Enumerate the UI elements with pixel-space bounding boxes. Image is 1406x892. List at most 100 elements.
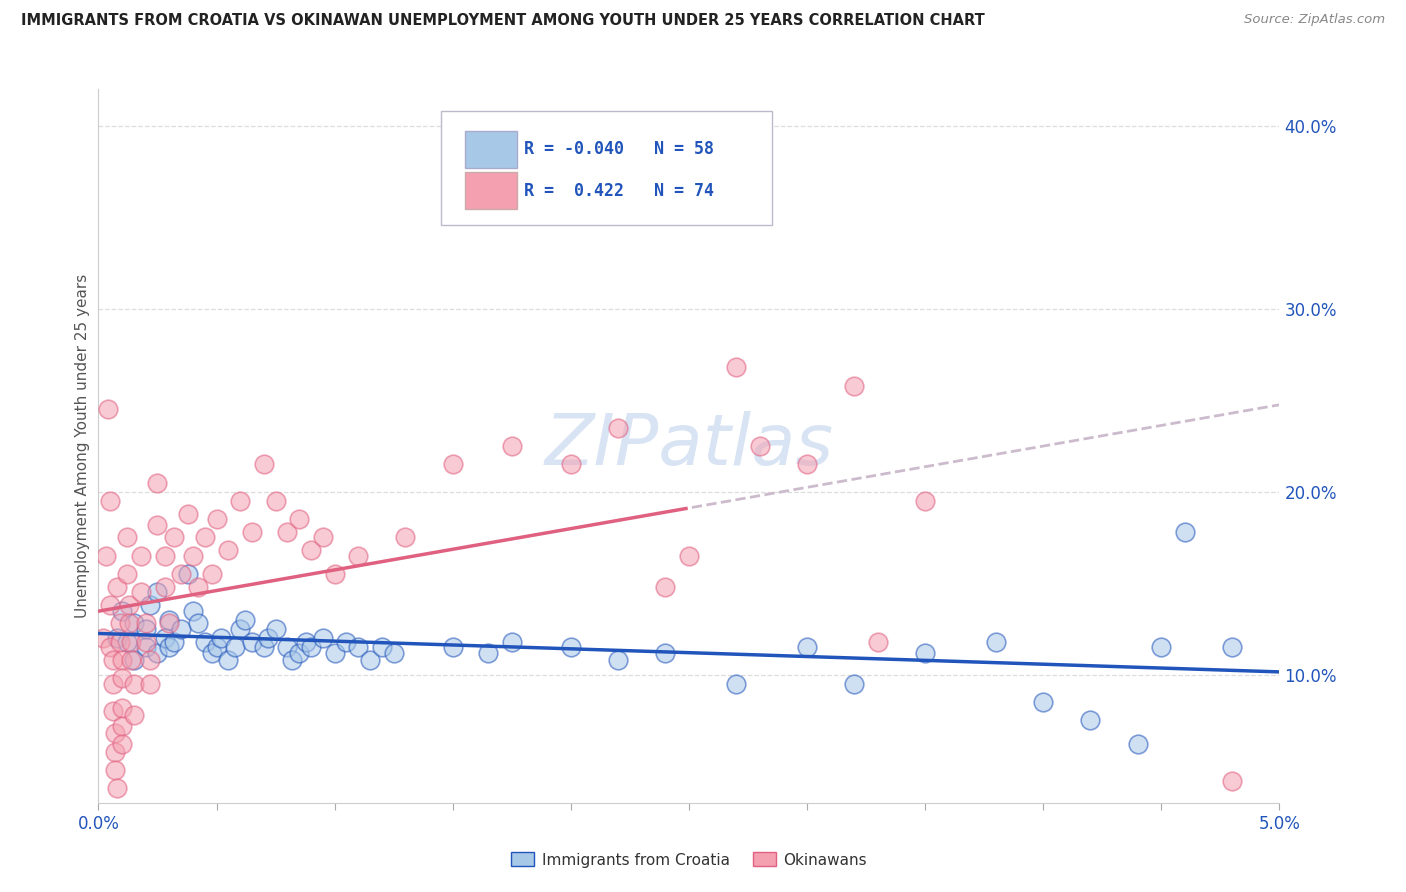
Point [139, 677, 162, 691]
Point [98, 598, 121, 612]
Point [105, 781, 128, 796]
Point [725, 677, 748, 691]
Point [194, 634, 217, 648]
Point [108, 634, 131, 648]
Point [253, 640, 276, 655]
Point [122, 616, 145, 631]
Point [323, 646, 346, 660]
Point [233, 613, 256, 627]
Point [115, 634, 138, 648]
Legend: Immigrants from Croatia, Okinawans: Immigrants from Croatia, Okinawans [505, 847, 873, 873]
Point [104, 745, 127, 759]
Point [187, 580, 209, 594]
Point [240, 634, 263, 648]
FancyBboxPatch shape [441, 111, 772, 225]
Point [98, 640, 121, 655]
Point [264, 494, 287, 508]
Point [115, 567, 138, 582]
Point [135, 616, 157, 631]
Point [111, 737, 134, 751]
Point [844, 677, 866, 691]
Point [153, 631, 176, 645]
Point [170, 622, 193, 636]
Point [229, 622, 252, 636]
Point [299, 640, 322, 655]
Point [1032, 695, 1054, 709]
Point [146, 475, 169, 490]
Point [678, 549, 700, 563]
Point [105, 631, 128, 645]
Point [654, 580, 676, 594]
Point [91, 631, 114, 645]
Point [104, 726, 127, 740]
Point [501, 634, 523, 648]
Point [359, 653, 381, 667]
Point [101, 704, 124, 718]
Point [312, 531, 335, 545]
Point [288, 512, 311, 526]
Point [253, 458, 276, 472]
Point [135, 634, 157, 648]
Point [163, 531, 186, 545]
Point [347, 640, 370, 655]
Point [146, 646, 169, 660]
Point [139, 598, 162, 612]
Point [135, 622, 157, 636]
Point [984, 634, 1007, 648]
Point [224, 640, 246, 655]
Point [101, 677, 124, 691]
Point [382, 646, 405, 660]
Point [108, 616, 131, 631]
Point [122, 677, 145, 691]
Point [101, 653, 124, 667]
Point [187, 616, 209, 631]
Point [654, 646, 676, 660]
Point [748, 439, 770, 453]
Point [181, 604, 204, 618]
Point [98, 494, 121, 508]
Point [866, 634, 889, 648]
Point [1220, 640, 1243, 655]
Point [111, 604, 134, 618]
Point [118, 598, 141, 612]
Point [157, 616, 180, 631]
Point [153, 580, 176, 594]
Point [111, 653, 134, 667]
Point [229, 494, 252, 508]
Point [312, 631, 335, 645]
Point [121, 653, 143, 667]
Text: Source: ZipAtlas.com: Source: ZipAtlas.com [1244, 13, 1385, 27]
Point [217, 543, 239, 558]
Point [111, 700, 134, 714]
Point [146, 585, 169, 599]
Point [177, 567, 200, 582]
Point [1220, 773, 1243, 788]
Point [205, 640, 228, 655]
FancyBboxPatch shape [464, 172, 516, 209]
Point [299, 543, 322, 558]
Point [194, 531, 217, 545]
Point [288, 646, 311, 660]
Point [129, 549, 152, 563]
Point [347, 549, 370, 563]
Point [181, 549, 204, 563]
Point [157, 613, 180, 627]
Point [115, 531, 138, 545]
Point [560, 458, 582, 472]
Point [121, 634, 143, 648]
Point [217, 653, 239, 667]
Point [201, 646, 224, 660]
Text: ZIPatlas: ZIPatlas [544, 411, 834, 481]
Point [1126, 737, 1149, 751]
Point [477, 646, 499, 660]
Point [157, 640, 180, 655]
Point [122, 653, 145, 667]
Point [240, 524, 263, 539]
Point [914, 646, 936, 660]
Point [163, 634, 186, 648]
Point [105, 580, 128, 594]
Text: IMMIGRANTS FROM CROATIA VS OKINAWAN UNEMPLOYMENT AMONG YOUTH UNDER 25 YEARS CORR: IMMIGRANTS FROM CROATIA VS OKINAWAN UNEM… [21, 13, 984, 29]
Point [914, 494, 936, 508]
Point [264, 622, 287, 636]
Point [725, 360, 748, 375]
